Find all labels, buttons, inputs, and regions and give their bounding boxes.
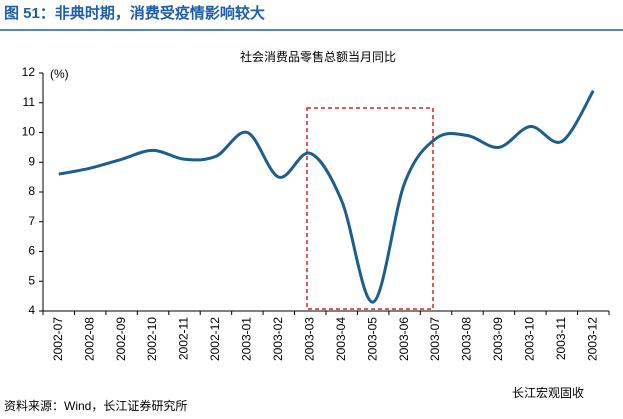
x-tick-label: 2003-12 [585, 317, 599, 361]
x-tick-label: 2003-05 [365, 317, 379, 361]
x-tick-label: 2003-03 [302, 317, 316, 361]
x-tick-label: 2003-02 [271, 317, 285, 361]
highlight-box [306, 107, 434, 310]
x-tick-label: 2003-04 [334, 317, 348, 361]
x-tick-label: 2003-10 [523, 317, 537, 361]
y-tick-label: 9 [28, 154, 35, 168]
x-tick-label: 2003-06 [397, 317, 411, 361]
page-title: 图 51：非典时期，消费受疫情影响较大 [4, 4, 265, 22]
y-tick-label: 4 [28, 303, 35, 317]
x-tick-label: 2002-09 [114, 317, 128, 361]
y-tick-label: 8 [28, 184, 35, 198]
watermark: 长江宏观固收 [512, 385, 584, 400]
data-line [58, 90, 595, 304]
y-tick-label: 6 [28, 244, 35, 258]
chart-title: 社会消费品零售总额当月同比 [240, 49, 396, 64]
x-tick-label: 2002-07 [51, 317, 65, 361]
y-tick-label: 5 [28, 273, 35, 287]
x-tick-label: 2002-12 [208, 317, 222, 361]
x-tick-label: 2003-11 [554, 317, 568, 360]
x-tick-label: 2002-08 [82, 317, 96, 361]
x-tick-label: 2003-07 [428, 317, 442, 361]
x-tick-label: 2002-10 [145, 317, 159, 361]
y-tick-label: 7 [28, 214, 35, 228]
x-tick-label: 2003-09 [491, 317, 505, 361]
x-tick-label: 2002-11 [177, 317, 191, 360]
y-tick-label: 10 [22, 125, 36, 139]
y-axis-label: (%) [50, 67, 69, 81]
x-tick-label: 2003-08 [460, 317, 474, 361]
x-tick-label: 2003-01 [240, 317, 254, 361]
y-tick-label: 12 [22, 65, 36, 79]
y-tick-label: 11 [23, 95, 36, 109]
source-note: 资料来源：Wind，长江证券研究所 [4, 398, 187, 413]
